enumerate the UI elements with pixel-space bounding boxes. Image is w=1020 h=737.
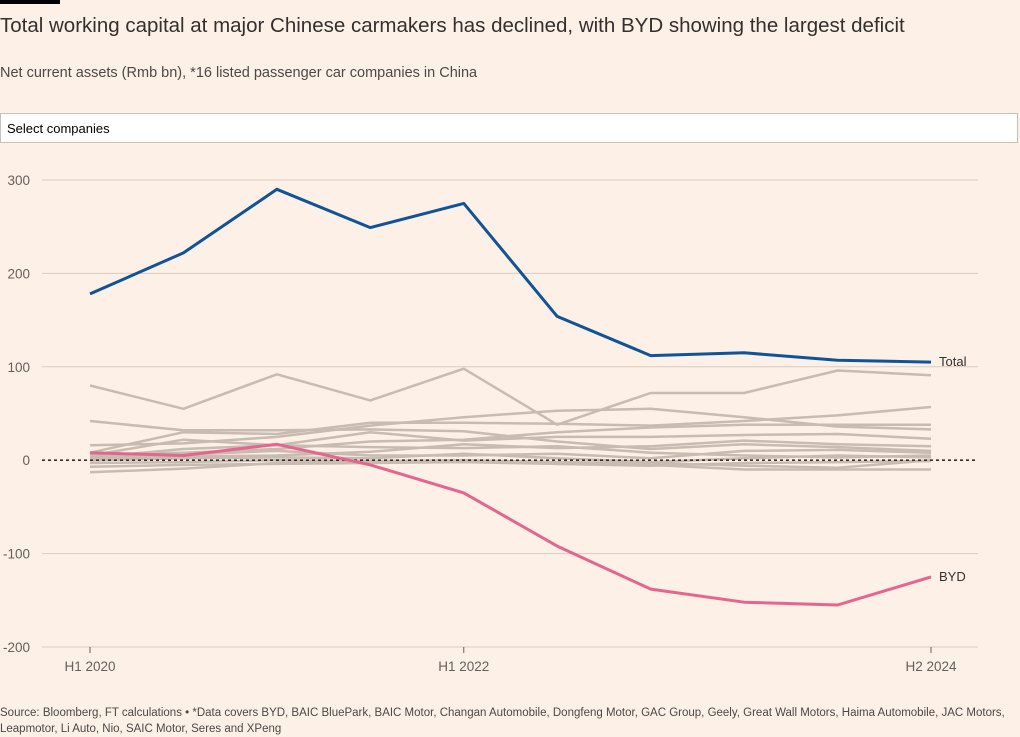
other-company-line [89, 459, 931, 474]
y-tick-label: 300 [7, 173, 30, 188]
x-axis-ticks: H1 2020 H1 2022 H2 2024 [64, 647, 957, 674]
y-tick-label: -100 [3, 547, 30, 562]
y-tick-label: 200 [7, 266, 30, 281]
other-companies-series [89, 367, 932, 474]
x-tick-label: H1 2020 [64, 659, 115, 674]
other-company-line [89, 448, 932, 460]
chart-subtitle: Net current assets (Rmb bn), *16 listed … [0, 65, 478, 81]
grid-lines [42, 179, 978, 648]
source-note: Source: Bloomberg, FT calculations • *Da… [0, 707, 1005, 735]
total-end-label: Total [939, 354, 967, 369]
select-companies-dropdown[interactable]: Select companies [0, 113, 1018, 143]
y-tick-label: 0 [22, 453, 30, 468]
other-company-line [89, 367, 932, 426]
other-company-line [89, 452, 932, 464]
other-company-line [89, 407, 932, 447]
y-tick-label: -200 [3, 640, 30, 655]
chart-title: Total working capital at major Chinese c… [0, 14, 905, 37]
x-tick-label: H2 2024 [905, 659, 957, 674]
series-end-labels: Total BYD [939, 354, 967, 584]
other-company-line [89, 430, 932, 459]
byd-end-label: BYD [939, 569, 966, 584]
total-line [89, 187, 932, 364]
other-company-line [89, 458, 932, 469]
highlighted-series [89, 187, 932, 607]
brand-bar [0, 0, 60, 4]
y-tick-label: 100 [7, 360, 30, 375]
line-chart: 300 200 100 0 -100 -200 H1 2020 H1 2022 H2 2024… [3, 173, 978, 674]
y-axis-ticks: 300 200 100 0 -100 -200 [3, 173, 30, 655]
x-tick-label: H1 2022 [438, 659, 489, 674]
other-company-line [89, 405, 932, 454]
byd-line [89, 442, 932, 607]
